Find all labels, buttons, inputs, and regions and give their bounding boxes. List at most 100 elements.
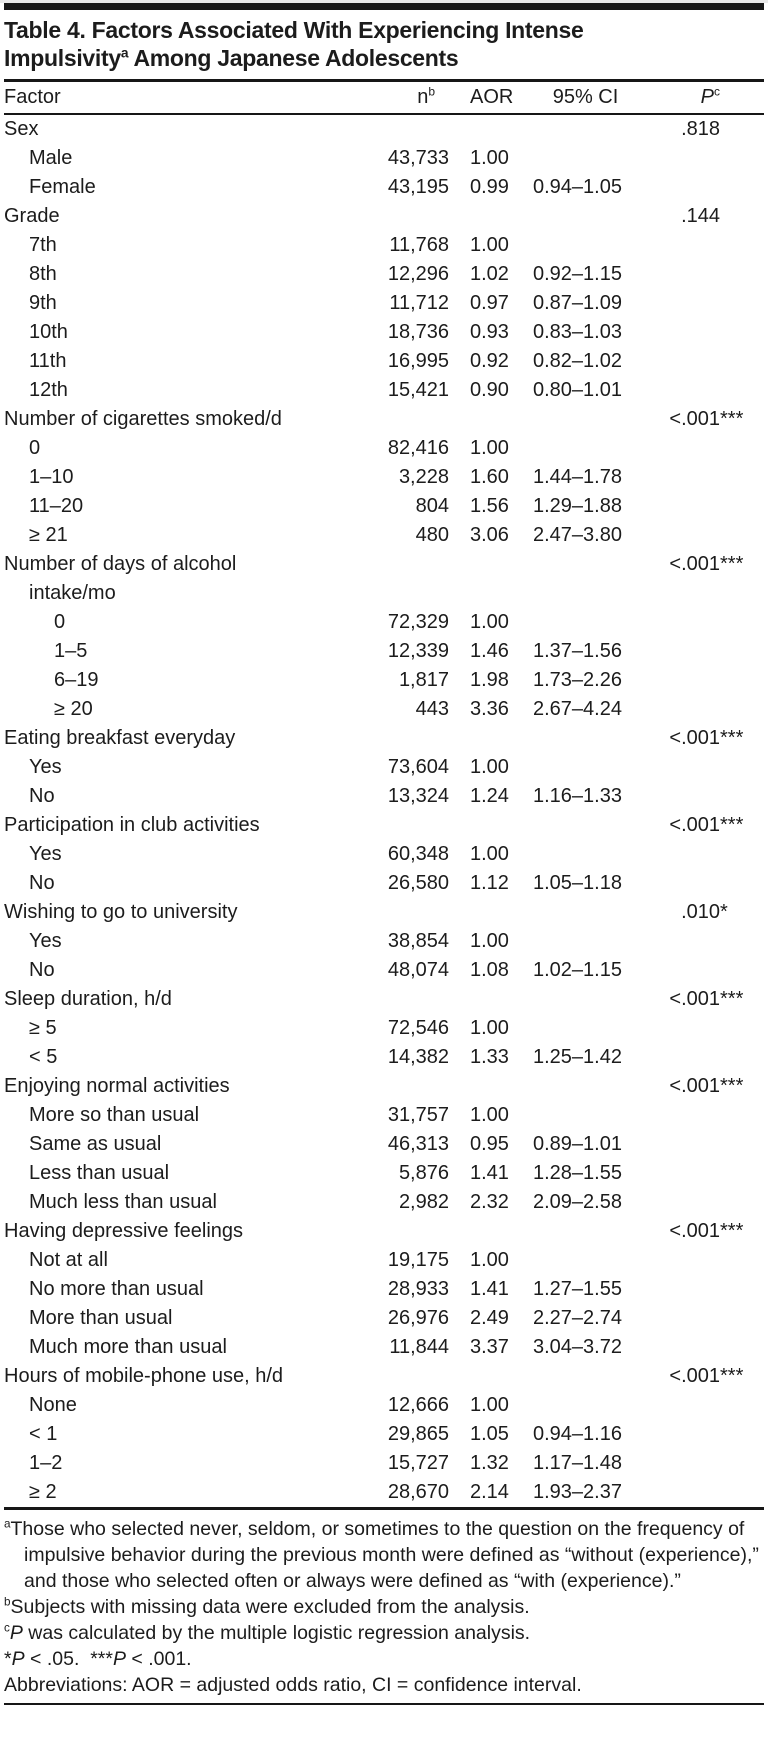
table-row: Male 43,733 1.00 [4,144,764,173]
table-row: 8th 12,296 1.02 0.92–1.15 [4,260,764,289]
footnote-text: Those who selected never, seldom, or som… [10,1518,765,1592]
ci-cell [518,1072,623,1101]
p-cell [623,1130,760,1159]
aor-cell: 1.00 [470,1017,509,1039]
aor-cell: 1.24 [470,785,509,807]
table-row: 6–19 1,817 1.98 1.73–2.26 [4,666,764,695]
ci-cell [518,405,623,434]
p-cell [623,1333,760,1362]
ci-cell [518,434,623,463]
aor-cell: 3.37 [470,1336,509,1358]
aor-cell: 0.95 [470,1133,509,1155]
aor-cell: 0.92 [470,350,509,372]
n-cell: 82,416 [387,437,449,459]
column-header-p-footnote-marker: c [714,84,720,99]
ci-cell [518,898,623,927]
aor-cell: 1.05 [470,1423,509,1445]
table-row: 1–5 12,339 1.46 1.37–1.56 [4,637,764,666]
table-row: 9th 11,712 0.97 0.87–1.09 [4,289,764,318]
significance-stars: *** [720,1075,744,1097]
table-row: No more than usual 28,933 1.41 1.27–1.55 [4,1275,764,1304]
n-cell [331,898,449,927]
aor-cell: 1.00 [470,611,509,633]
aor-cell [449,550,518,608]
factor-cell: Number of days of alcohol intake/mo [4,553,237,604]
footnote: cP was calculated by the multiple logist… [4,1620,764,1646]
factor-cell: ≥ 20 [54,698,93,720]
ci-cell: 1.27–1.55 [533,1278,622,1300]
aor-cell: 3.06 [470,524,509,546]
p-cell [623,1478,760,1507]
p-value: <.001 [669,814,720,836]
table-row: Same as usual 46,313 0.95 0.89–1.01 [4,1130,764,1159]
aor-cell: 1.60 [470,466,509,488]
p-cell [623,637,760,666]
table-title-text-rest: Among Japanese Adolescents [128,44,459,71]
aor-cell: 0.99 [470,176,509,198]
significance-stars: *** [720,1220,744,1242]
ci-cell [518,608,623,637]
column-header-n-footnote-marker: b [428,84,435,99]
aor-cell: 1.56 [470,495,509,517]
factor-cell: Grade [4,205,60,227]
p-cell [623,376,760,405]
p-cell [623,1275,760,1304]
table-row: < 5 14,382 1.33 1.25–1.42 [4,1043,764,1072]
factor-cell: Male [29,147,73,169]
table-row: ≥ 20 443 3.36 2.67–4.24 [4,695,764,724]
factor-cell: 1–2 [29,1452,63,1474]
aor-cell: 0.93 [470,321,509,343]
p-cell [623,782,760,811]
table-row: Sex .818 [4,115,764,144]
footnote: bSubjects with missing data were exclude… [4,1594,764,1620]
p-cell [623,463,760,492]
factor-cell: < 5 [29,1046,58,1068]
ci-cell: 1.16–1.33 [533,785,622,807]
p-cell: <.001 *** [623,724,760,753]
table-row: Yes 38,854 1.00 [4,927,764,956]
factor-cell: 9th [29,292,57,314]
table-row: Less than usual 5,876 1.41 1.28–1.55 [4,1159,764,1188]
aor-cell: 1.02 [470,263,509,285]
p-cell [623,434,760,463]
footnote-text: * [4,1648,12,1670]
table-row: 1–10 3,228 1.60 1.44–1.78 [4,463,764,492]
aor-cell [449,405,518,434]
p-cell [623,608,760,637]
n-cell: 38,854 [387,930,449,952]
p-cell [623,231,760,260]
table-row: < 1 29,865 1.05 0.94–1.16 [4,1420,764,1449]
column-header-p-label: P [700,86,714,108]
aor-cell: 1.46 [470,640,509,662]
n-cell: 26,976 [387,1307,449,1329]
aor-cell: 1.00 [470,437,509,459]
aor-cell: 3.36 [470,698,509,720]
aor-cell [449,115,518,144]
factor-cell: Sex [4,118,39,140]
p-cell: .010 * [623,898,760,927]
paper-table-page: Table 4. Factors Associated With Experie… [0,3,768,1750]
factor-cell: More than usual [29,1307,173,1329]
p-cell [623,492,760,521]
aor-cell [449,811,518,840]
aor-cell [449,724,518,753]
factor-cell: 0 [29,437,41,459]
p-cell [623,1159,760,1188]
footnotes: aThose who selected never, seldom, or so… [4,1516,764,1698]
factor-cell: No [29,959,55,981]
ci-cell: 0.89–1.01 [533,1133,622,1155]
table-title-text: Table 4. Factors Associated With Experie… [4,17,584,71]
table-row: Number of days of alcohol intake/mo <.00… [4,550,764,608]
n-cell: 46,313 [387,1133,449,1155]
factor-cell: Not at all [29,1249,108,1271]
aor-cell: 1.08 [470,959,509,981]
factor-cell: Same as usual [29,1133,162,1155]
significance-stars: *** [720,408,744,430]
n-cell: 18,736 [387,321,449,343]
p-cell [623,318,760,347]
ci-cell: 0.87–1.09 [533,292,622,314]
column-header-row: Factor nb AOR 95% CI Pc [4,82,764,113]
factor-cell: 7th [29,234,57,256]
aor-cell [449,202,518,231]
p-cell [623,144,760,173]
